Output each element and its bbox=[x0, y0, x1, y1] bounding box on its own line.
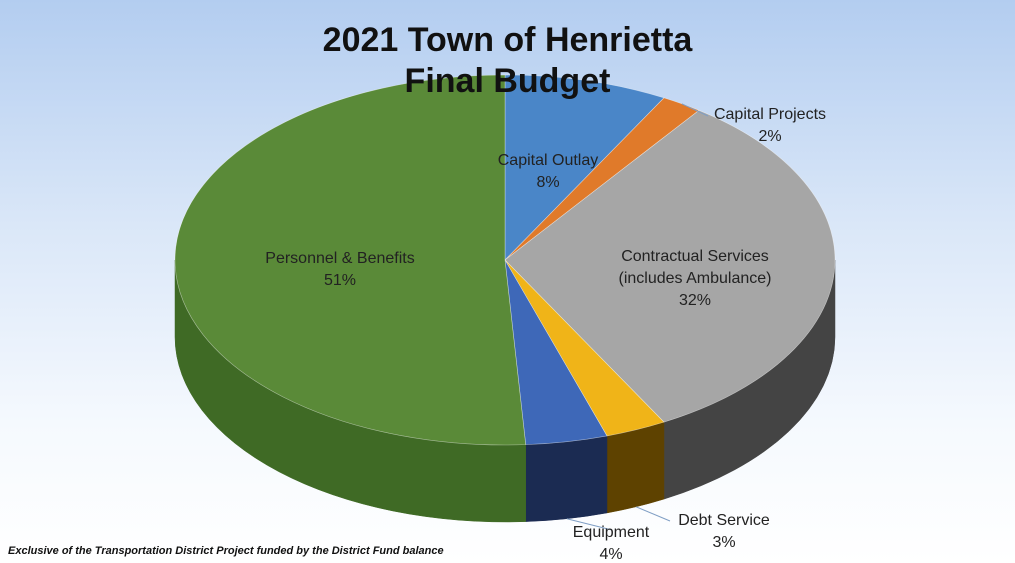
pie-slice-personnel-benefits bbox=[174, 74, 527, 446]
pie-top-faces bbox=[174, 74, 836, 446]
slice-label-personnel-benefits: Personnel & Benefits 51% bbox=[265, 250, 415, 289]
slice-label-capital-outlay: Capital Outlay 8% bbox=[497, 152, 599, 191]
pie-side-walls bbox=[174, 259, 836, 523]
leader-line-capital-projects bbox=[681, 103, 709, 117]
leader-line-equipment bbox=[566, 518, 613, 531]
leader-line-debt-service bbox=[635, 506, 671, 522]
slice-label-debt-service: Debt Service 3% bbox=[678, 512, 770, 551]
pie-slice-contractual-services-includes-ambulance bbox=[504, 109, 836, 423]
chart-title: 2021 Town of Henrietta bbox=[322, 21, 693, 59]
chart-subtitle: Final Budget bbox=[404, 62, 611, 100]
slice-label-contractual-services: Contractual Services (includes Ambulance… bbox=[618, 248, 772, 309]
pie-slice-capital-outlay bbox=[504, 74, 665, 261]
pie-side-debt-service bbox=[606, 421, 665, 514]
slice-label-equipment: Equipment 4% bbox=[572, 524, 650, 563]
footnote: Exclusive of the Transportation District… bbox=[8, 545, 444, 557]
leader-lines bbox=[566, 103, 709, 531]
pie-side-equipment bbox=[525, 435, 608, 522]
slice-label-capital-projects: Capital Projects 2% bbox=[713, 106, 827, 145]
